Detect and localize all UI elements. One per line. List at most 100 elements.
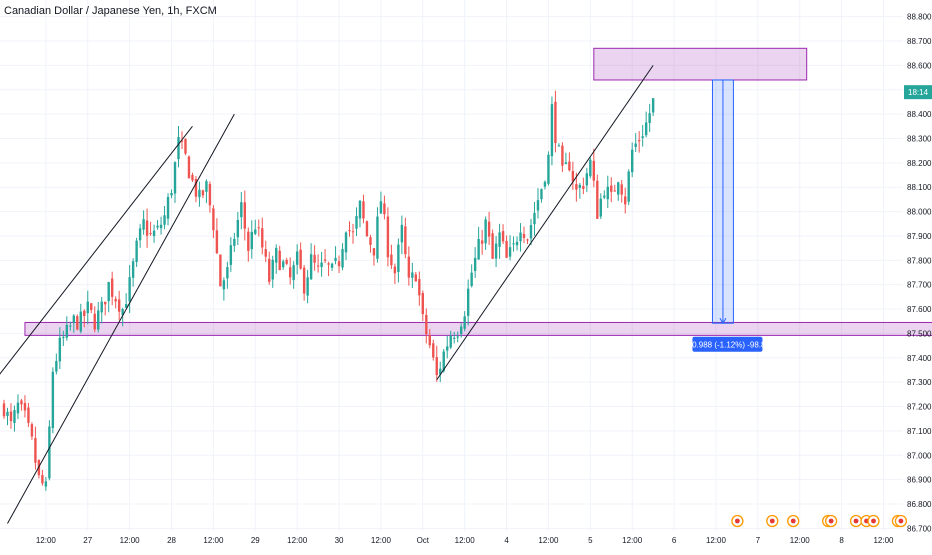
candle-body-14	[51, 371, 55, 429]
candle-body-55	[194, 179, 198, 197]
candle-body-116	[407, 256, 411, 278]
candle-body-61	[215, 230, 219, 254]
candle-body-162	[568, 161, 571, 171]
candle-body-88	[309, 254, 313, 280]
candle-body-130	[456, 336, 459, 338]
candle-body-37	[131, 261, 135, 278]
candle-body-141	[494, 243, 498, 259]
candle-body-4	[16, 402, 20, 414]
candle-body-86	[302, 267, 306, 294]
candle-body-76	[268, 258, 271, 282]
candle-body-67	[236, 220, 240, 238]
candle-body-13	[48, 426, 51, 479]
y-tick-label-1: 86.800	[907, 500, 932, 509]
trend-lines[interactable]	[0, 65, 654, 524]
x-tick-label-5: 29	[251, 536, 260, 545]
candle-body-89	[313, 254, 316, 263]
candle-body-48	[170, 193, 173, 196]
event-icon-3b-dot	[828, 518, 834, 524]
candle-body-45	[159, 224, 163, 229]
x-tick-label-11: 4	[504, 536, 509, 545]
x-tick-label-6: 12:00	[287, 536, 308, 545]
grid-lines	[0, 0, 903, 531]
y-tick-label-16: 88.300	[907, 134, 932, 143]
y-tick-label-21: 88.800	[907, 13, 932, 22]
candle-body-91	[320, 262, 323, 268]
x-tick-label-14: 12:00	[622, 536, 643, 545]
candle-body-75	[264, 249, 267, 257]
candle-body-5	[20, 400, 23, 405]
time-axis[interactable]: 12:00 27 12:00 28 12:00 29 12:00 30 12:00 Oct 12:0…	[36, 536, 894, 545]
candle-body-64	[226, 267, 229, 279]
candle-body-60	[212, 208, 215, 231]
candle-body-111	[390, 254, 393, 266]
candle-body-114	[400, 224, 404, 243]
support-zone	[24, 321, 932, 336]
candle-body-92	[323, 259, 327, 261]
candle-body-178	[624, 196, 627, 205]
y-tick-label-3: 87.000	[907, 451, 932, 460]
candle-body-30	[107, 282, 110, 302]
candle-body-19	[69, 325, 72, 327]
candle-body-59	[208, 183, 212, 206]
y-tick-label-20: 88.700	[907, 37, 932, 46]
candle-body-113	[397, 244, 400, 272]
candle-body-161	[564, 162, 568, 165]
event-icon-7b-dot	[898, 518, 904, 524]
x-tick-label-16: 12:00	[706, 536, 727, 545]
candle-body-85	[299, 249, 302, 269]
candle-body-95	[334, 257, 337, 261]
candle-body-21	[76, 316, 79, 330]
x-tick-label-1: 27	[83, 536, 92, 545]
candle-body-185	[648, 113, 651, 123]
candle-body-53	[187, 156, 191, 179]
candle-body-83	[292, 265, 295, 281]
x-tick-label-12: 12:00	[538, 536, 559, 545]
x-tick-label-18: 12:00	[790, 536, 811, 545]
candle-body-71	[250, 231, 253, 250]
candle-body-125	[439, 368, 442, 375]
candle-body-57	[201, 190, 205, 196]
candle-body-120	[421, 293, 424, 315]
candle-body-102	[358, 200, 362, 219]
candle-body-31	[110, 278, 114, 297]
candle-body-52	[184, 138, 187, 154]
measure-tool[interactable]: -0.988 (-1.12%) -98.8	[689, 79, 766, 352]
event-icon-2-dot	[790, 518, 796, 524]
candle-body-146	[512, 243, 515, 245]
candle-body-81	[285, 259, 288, 264]
candle-body-3	[13, 410, 16, 423]
y-tick-label-19: 88.600	[907, 61, 932, 70]
candle-body-177	[620, 184, 623, 195]
candle-body-122	[428, 335, 431, 346]
candle-body-94	[330, 263, 334, 268]
candle-body-142	[498, 232, 501, 247]
candle-body-145	[508, 247, 512, 257]
event-icon-1-dot	[769, 518, 775, 524]
event-icon-4-dot	[853, 518, 859, 524]
candle-body-44	[156, 225, 159, 228]
candle-body-7	[27, 407, 30, 423]
measure-label: -0.988 (-1.12%) -98.8	[689, 341, 766, 350]
candle-body-93	[327, 263, 330, 265]
candle-body-68	[240, 202, 243, 218]
candle-body-82	[288, 267, 292, 278]
candle-body-90	[316, 265, 320, 267]
candle-body-9	[34, 438, 37, 463]
candle-body-41	[145, 220, 149, 236]
candle-body-39	[138, 228, 142, 241]
candle-body-98	[344, 232, 348, 253]
candle-body-0	[2, 403, 6, 417]
candle-body-158	[554, 101, 557, 144]
candle-body-20	[72, 315, 75, 323]
economic-events[interactable]	[731, 514, 908, 528]
candle-body-99	[348, 230, 351, 232]
candle-body-66	[233, 238, 236, 246]
price-axis[interactable]: 86.700 86.800 86.900 87.000 87.100 87.200 87.3…	[904, 13, 932, 534]
candle-body-186	[651, 98, 655, 113]
candle-body-154	[540, 189, 543, 200]
y-tick-label-2: 86.900	[907, 476, 932, 485]
candle-body-173	[606, 186, 609, 200]
candle-body-169	[592, 160, 596, 181]
